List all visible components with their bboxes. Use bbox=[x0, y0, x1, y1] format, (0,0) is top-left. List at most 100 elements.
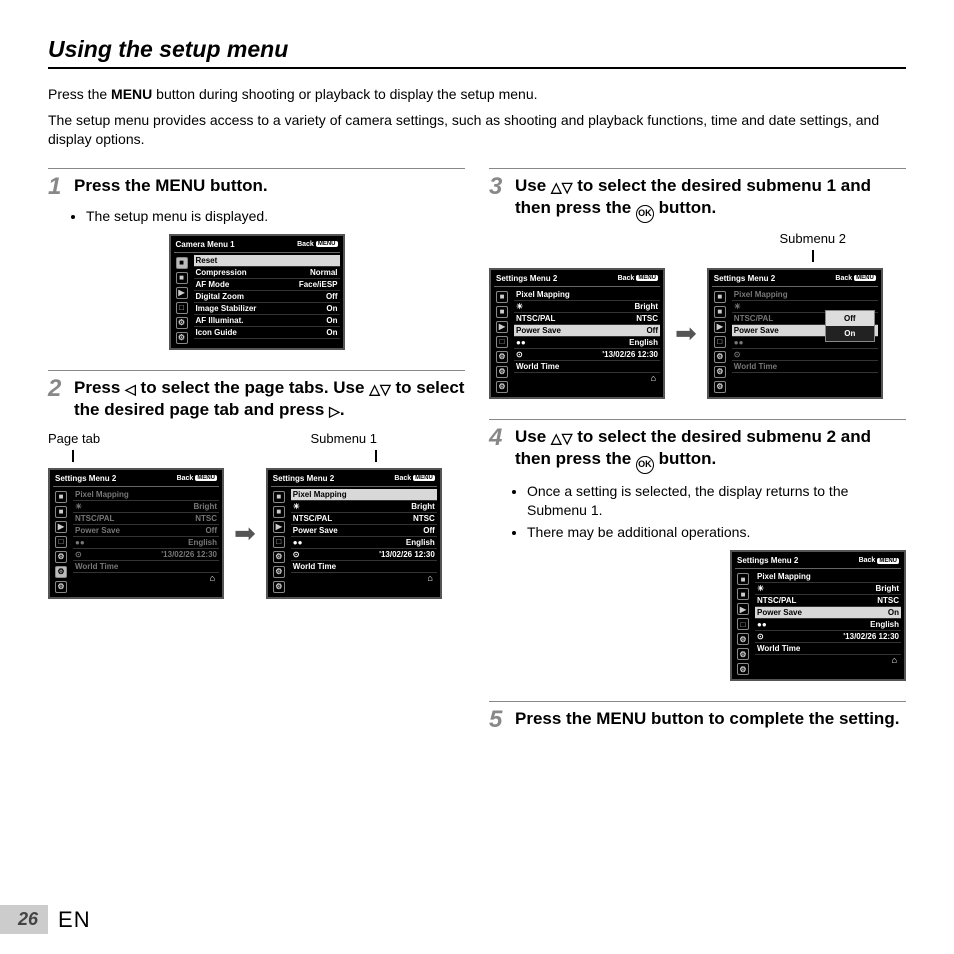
back-label: Back bbox=[177, 475, 194, 482]
tab-icon: ■ bbox=[496, 306, 508, 318]
tab-icon: ■ bbox=[176, 272, 188, 284]
text: button during shooting or playback to di… bbox=[152, 86, 537, 102]
menu-badge: MENU bbox=[636, 275, 658, 281]
row-l: World Time bbox=[757, 644, 800, 653]
intro-line-1: Press the MENU button during shooting or… bbox=[48, 85, 906, 105]
screen-wrap: Settings Menu 2Back MENU ■ ■ ▶ □ ⚙ ⚙ ⚙ bbox=[489, 550, 906, 681]
text: button to complete the setting. bbox=[646, 709, 899, 728]
tab-icon: ⚙ bbox=[55, 566, 67, 578]
row-l: Icon Guide bbox=[196, 328, 237, 337]
intro-line-2: The setup menu provides access to a vari… bbox=[48, 111, 906, 150]
row-l: NTSC/PAL bbox=[516, 314, 555, 323]
step-2: 2 Press ◁ to select the page tabs. Use △… bbox=[48, 370, 465, 599]
camera-screen-2a: Settings Menu 2Back MENU ■ ■ ▶ □ ⚙ ⚙ ⚙ bbox=[48, 468, 224, 599]
row-r: On bbox=[326, 316, 337, 325]
language-code: EN bbox=[58, 907, 91, 933]
row-r: English bbox=[188, 538, 217, 547]
back-label: Back bbox=[618, 275, 635, 282]
row-l: Pixel Mapping bbox=[293, 490, 347, 499]
step-number: 4 bbox=[489, 426, 507, 450]
caption-tick bbox=[72, 450, 74, 462]
text: Press the bbox=[515, 709, 596, 728]
row-l: ⊙ bbox=[75, 550, 82, 559]
row-l: Power Save bbox=[734, 326, 779, 335]
tab-icon: ▶ bbox=[273, 521, 285, 533]
bullet: The setup menu is displayed. bbox=[86, 207, 465, 226]
tab-icon: ▶ bbox=[737, 603, 749, 615]
tab-icon: ⚙ bbox=[496, 351, 508, 363]
triangle-right-icon: ▷ bbox=[329, 404, 340, 418]
text: Use bbox=[515, 176, 551, 195]
tab-icon: ▶ bbox=[55, 521, 67, 533]
menu-badge: MENU bbox=[195, 475, 217, 481]
tab-icon: □ bbox=[737, 618, 749, 630]
row-l: ☀ bbox=[757, 584, 764, 593]
row-l: Power Save bbox=[757, 608, 802, 617]
screen-title: Settings Menu 2 bbox=[714, 274, 775, 283]
page-number: 26 bbox=[0, 905, 48, 934]
triangle-down-icon: ▽ bbox=[562, 180, 573, 194]
row-r: Off bbox=[423, 526, 435, 535]
caption-page-tab: Page tab bbox=[48, 431, 100, 462]
tab-icon: ■ bbox=[55, 491, 67, 503]
row-r: '13/02/26 12:30 bbox=[379, 550, 435, 559]
caption-text: Page tab bbox=[48, 431, 100, 446]
tab-icon: ⚙ bbox=[273, 551, 285, 563]
ok-icon: OK bbox=[636, 456, 654, 474]
tab-icon: ▶ bbox=[176, 287, 188, 299]
ok-icon: OK bbox=[636, 205, 654, 223]
menu-badge: MENU bbox=[877, 558, 899, 564]
row-l: Power Save bbox=[516, 326, 561, 335]
step-title: Use △▽ to select the desired submenu 1 a… bbox=[515, 175, 906, 223]
tab-icon: ⚙ bbox=[176, 317, 188, 329]
screen-title: Camera Menu 1 bbox=[176, 240, 235, 249]
menu-word: MENU bbox=[596, 709, 646, 728]
row-r: NTSC bbox=[413, 514, 435, 523]
caption-submenu1: Submenu 1 bbox=[305, 431, 377, 462]
text: button. bbox=[654, 449, 716, 468]
row-r: On bbox=[326, 304, 337, 313]
tab-icon: ⚙ bbox=[737, 663, 749, 675]
tab-icon: ■ bbox=[496, 291, 508, 303]
back-label: Back bbox=[859, 557, 876, 564]
row-l: ☀ bbox=[75, 502, 82, 511]
text: button. bbox=[205, 176, 267, 195]
row-l: ⊙ bbox=[757, 632, 764, 641]
row-r: Normal bbox=[310, 268, 338, 277]
caption-tick bbox=[812, 250, 814, 262]
text: Press bbox=[74, 378, 125, 397]
tab-icon: ⚙ bbox=[496, 381, 508, 393]
row-l: Compression bbox=[196, 268, 247, 277]
caption-submenu2: Submenu 2 bbox=[780, 231, 847, 262]
step-4: 4 Use △▽ to select the desired submenu 2… bbox=[489, 419, 906, 682]
tab-icon: □ bbox=[496, 336, 508, 348]
row-l: Reset bbox=[196, 256, 218, 265]
row-r: NTSC bbox=[195, 514, 217, 523]
row-l: AF Illuminat. bbox=[196, 316, 244, 325]
step-number: 1 bbox=[48, 175, 66, 199]
triangle-up-icon: △ bbox=[551, 180, 562, 194]
popup-option: On bbox=[826, 326, 874, 341]
row-l: World Time bbox=[734, 362, 777, 371]
step-title: Use △▽ to select the desired submenu 2 a… bbox=[515, 426, 906, 474]
row-r: Off bbox=[326, 292, 338, 301]
columns: 1 Press the MENU button. The setup menu … bbox=[48, 168, 906, 753]
text: . bbox=[340, 400, 345, 419]
text: Press the bbox=[74, 176, 155, 195]
row-l: ●● bbox=[293, 538, 303, 547]
step-title: Press the MENU button to complete the se… bbox=[515, 708, 906, 730]
caption-text: Submenu 2 bbox=[780, 231, 847, 246]
bullet: Once a setting is selected, the display … bbox=[527, 482, 906, 520]
step-number: 5 bbox=[489, 708, 507, 732]
row-r: On bbox=[326, 328, 337, 337]
screen-title: Settings Menu 2 bbox=[55, 474, 116, 483]
row-l: Pixel Mapping bbox=[734, 290, 788, 299]
tab-icon: ⚙ bbox=[55, 581, 67, 593]
triangle-left-icon: ◁ bbox=[125, 382, 136, 396]
row-r: On bbox=[888, 608, 899, 617]
menu-word: MENU bbox=[155, 176, 205, 195]
row-l: Pixel Mapping bbox=[757, 572, 811, 581]
row-l: ☀ bbox=[516, 302, 523, 311]
footer: 26 EN bbox=[0, 905, 91, 934]
row-r: '13/02/26 12:30 bbox=[602, 350, 658, 359]
